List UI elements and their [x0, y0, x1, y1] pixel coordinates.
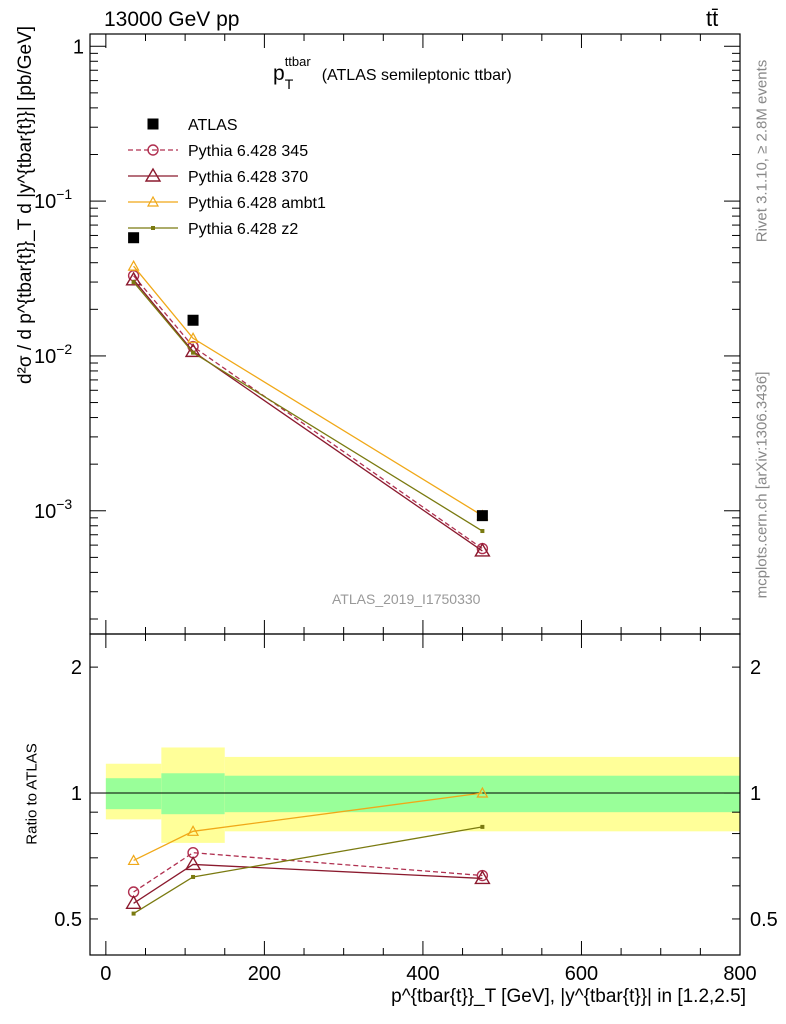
legend-marker-p345 — [147, 144, 159, 156]
ratio-band-inner-0 — [105, 778, 162, 810]
main-point-z2 — [131, 280, 136, 285]
main-y-axis-label: d²σ / d p^{tbar{t}}_T d |y^{tbar{t}}| [p… — [15, 25, 36, 385]
legend-label-data: ATLAS — [188, 117, 238, 134]
process-label: tt̄ — [706, 6, 719, 31]
ratio-point-ambt1 — [476, 786, 489, 798]
ratio-line-ambt1 — [133, 792, 483, 862]
ratio-uncertainty-bands — [105, 747, 740, 843]
x-tick-label: 0 — [100, 963, 111, 985]
main-point-p370 — [474, 542, 491, 557]
main-point-z2 — [191, 350, 196, 355]
ratio-band-inner-2 — [224, 775, 740, 813]
ratio-y-tick-label-right: 2 — [750, 657, 761, 679]
main-point-data — [128, 232, 140, 244]
ratio-border — [89, 633, 741, 956]
main-line-p345 — [133, 275, 483, 550]
plot-title-sup: ttbar — [284, 54, 311, 69]
legend-label-z2: Pythia 6.428 z2 — [188, 221, 298, 238]
analysis-id: ATLAS_2019_I1750330 — [332, 591, 481, 607]
legend-label-ambt1: Pythia 6.428 ambt1 — [188, 195, 326, 212]
main-point-p370 — [184, 342, 202, 358]
legend-label-p345: Pythia 6.428 345 — [188, 143, 308, 160]
ratio-y-tick-label-right: 1 — [750, 783, 761, 805]
ratio-y-tick-label-left: 2 — [71, 657, 82, 679]
ratio-y-tick-label-left: 0.5 — [54, 909, 82, 931]
plot-title-rest: (ATLAS semileptonic ttbar) — [321, 67, 512, 84]
energy-label: 13000 GeV pp — [104, 8, 240, 31]
ratio-point-z2 — [480, 824, 485, 829]
main-point-data — [476, 510, 488, 522]
x-tick-label: 400 — [406, 963, 439, 985]
ratio-point-z2 — [131, 911, 136, 916]
main-y-tick-label: 1 — [73, 36, 84, 58]
legend-marker-z2 — [151, 226, 155, 230]
legend: ATLAS Pythia 6.428 345 Pythia 6.428 370 Pyt… — [128, 117, 326, 238]
plot-title-main: p — [273, 62, 285, 85]
main-panel-series — [125, 232, 491, 557]
ratio-point-p370 — [125, 894, 142, 909]
main-y-tick-label: 10−2 — [34, 341, 72, 368]
x-tick-label: 800 — [723, 963, 756, 985]
plot-title: p ttbar T (ATLAS semileptonic ttbar) — [273, 54, 512, 92]
rivet-label: Rivet 3.1.10, ≥ 2.8M events — [753, 59, 771, 243]
main-point-p370 — [125, 271, 142, 286]
ratio-point-ambt1 — [127, 854, 140, 866]
legend-marker-p370 — [144, 167, 162, 182]
ratio-panel-frame: 0 200 400 600 800 0.5 0.5 1 1 2 2 — [54, 633, 778, 985]
ratio-band-inner-1 — [161, 773, 225, 815]
main-panel-frame: 1 10−1 10−2 10−3 — [34, 33, 741, 635]
main-y-tick-label: 10−3 — [34, 496, 72, 523]
ratio-y-tick-label-right: 0.5 — [750, 909, 778, 931]
main-line-z2 — [133, 281, 483, 532]
ratio-panel-series — [125, 786, 491, 916]
mcplots-label: mcplots.cern.ch [arXiv:1306.3436] — [753, 371, 771, 599]
main-point-ambt1 — [187, 332, 200, 343]
ratio-line-p345 — [133, 852, 483, 893]
main-y-tick-label: 10−1 — [34, 186, 72, 213]
ratio-point-p370 — [184, 856, 202, 871]
legend-label-p370: Pythia 6.428 370 — [188, 169, 308, 186]
ratio-point-p370 — [474, 870, 491, 885]
ratio-point-ambt1 — [187, 825, 200, 836]
x-axis-label: p^{tbar{t}}_T [GeV], |y^{tbar{t}}| in [1… — [391, 986, 746, 1007]
main-point-data — [187, 314, 199, 326]
main-line-p370 — [133, 279, 483, 552]
ratio-y-axis-label: Ratio to ATLAS — [23, 743, 41, 845]
x-tick-label: 600 — [565, 963, 598, 985]
plot-title-sub: T — [284, 76, 294, 92]
x-tick-label: 200 — [248, 963, 281, 985]
ratio-point-z2 — [191, 874, 196, 879]
legend-marker-ambt1 — [146, 195, 160, 207]
ratio-y-tick-label-left: 1 — [71, 783, 82, 805]
main-line-ambt1 — [133, 265, 483, 517]
legend-marker-data — [147, 118, 159, 130]
ratio-line-p370 — [133, 863, 483, 904]
main-point-ambt1 — [127, 259, 140, 271]
main-point-z2 — [480, 529, 485, 534]
